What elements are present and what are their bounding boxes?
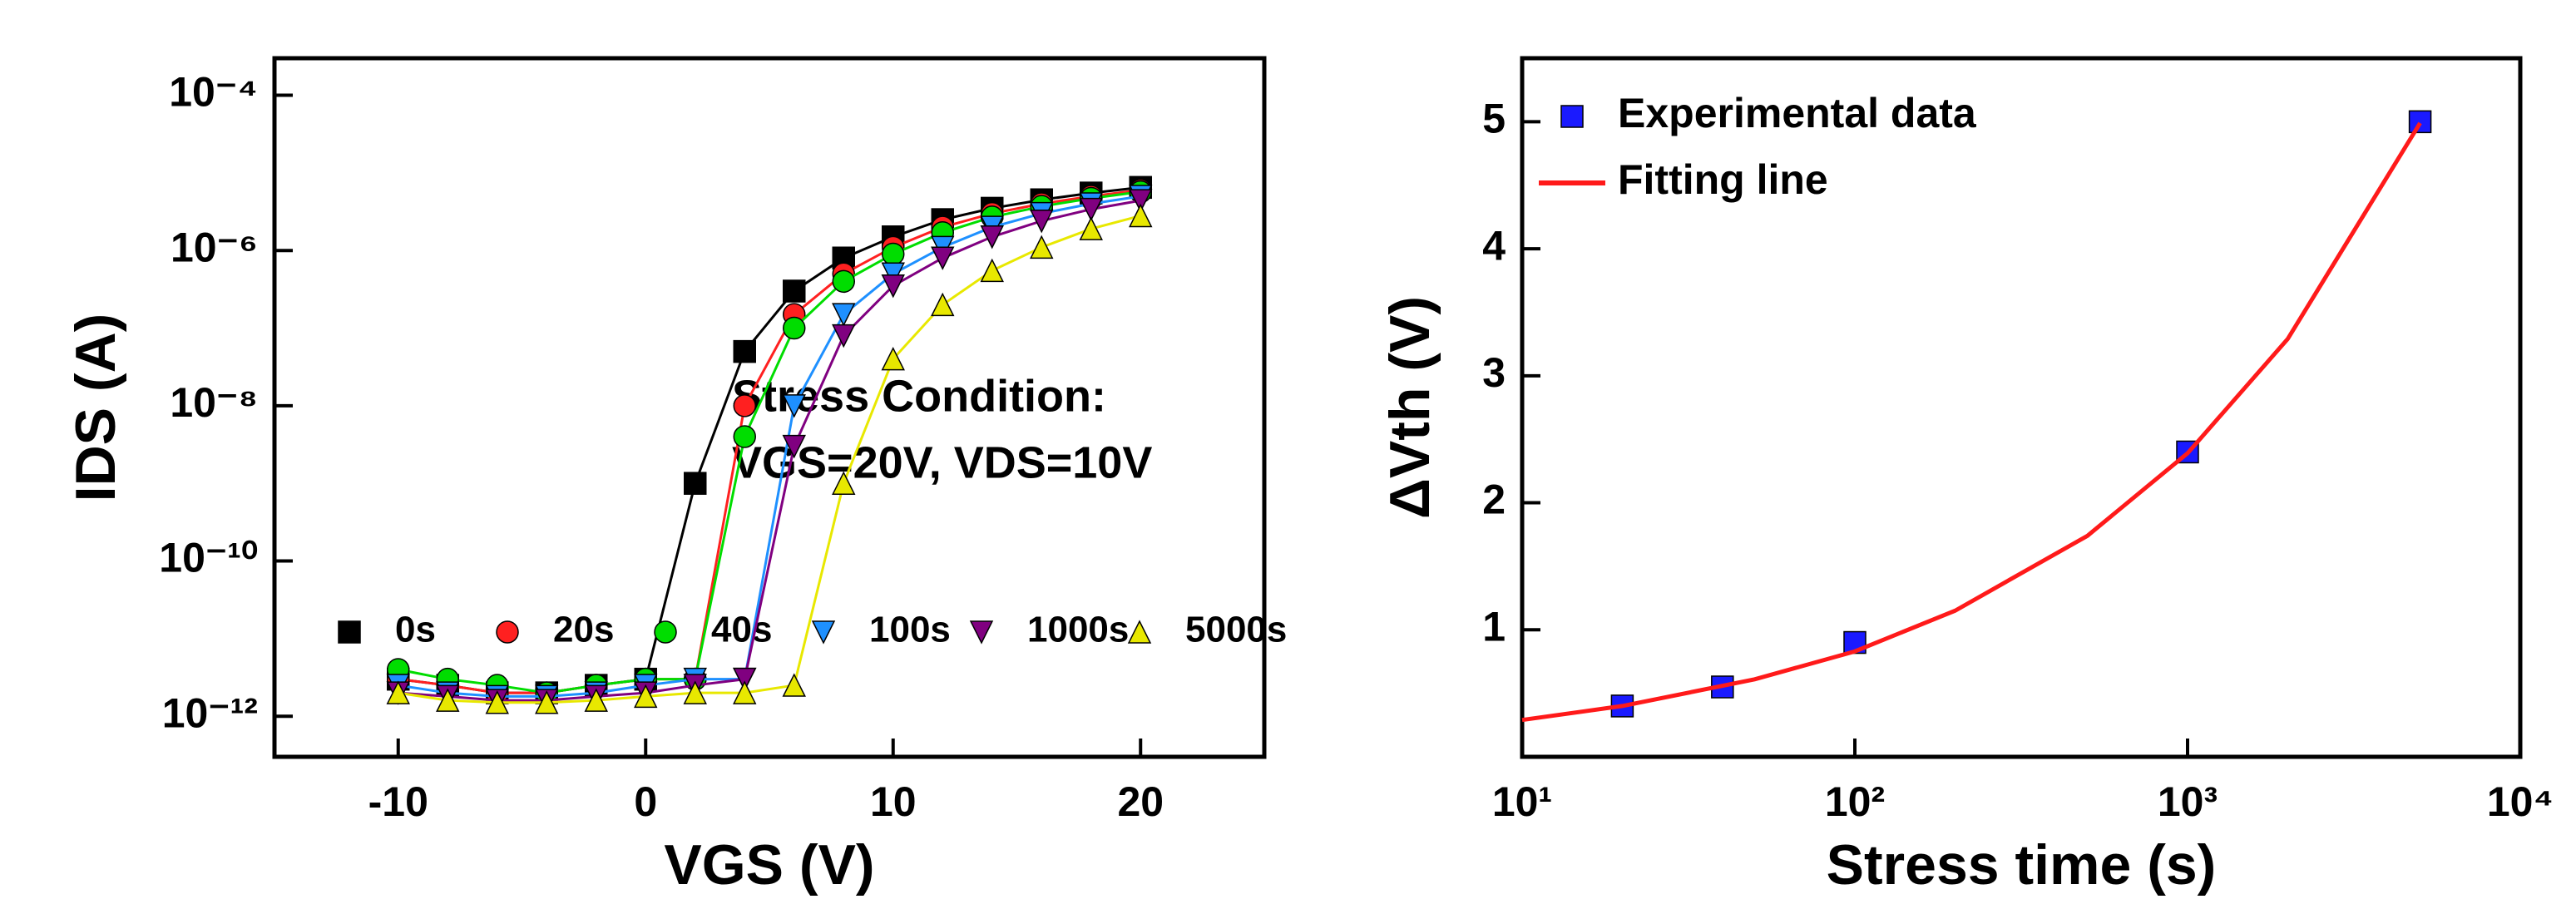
legend-label: 5000s [1185, 610, 1287, 650]
series-line [398, 190, 1141, 694]
point [1030, 209, 1054, 234]
x-tick-label: 10¹ [1492, 778, 1552, 825]
point [733, 394, 756, 417]
point [881, 346, 905, 371]
x-tick-label: 10² [1825, 778, 1885, 825]
point [733, 339, 756, 363]
x-tick-label: 10³ [2158, 778, 2218, 825]
series-line [398, 215, 1141, 704]
point [931, 292, 955, 317]
x-tick-label: 10⁴ [2487, 778, 2554, 825]
legend-label: 20s [553, 610, 614, 650]
point [1560, 105, 1584, 128]
y-tick-label: 4 [1482, 222, 1506, 269]
point [980, 258, 1004, 283]
point [931, 246, 955, 270]
y-tick-label: 5 [1482, 96, 1506, 142]
legend-label: Experimental data [1618, 90, 1977, 136]
legend-label: 0s [395, 610, 436, 650]
point [832, 303, 856, 327]
legend-label: Fitting line [1618, 156, 1828, 203]
series-line [398, 199, 1141, 702]
point [881, 262, 905, 286]
point [535, 690, 559, 714]
series-line [398, 195, 1141, 698]
x-tick-label: 10 [870, 778, 917, 825]
legend-label: 100s [869, 610, 951, 650]
x-axis-title: Stress time (s) [1827, 833, 2217, 897]
x-tick-label: -10 [368, 778, 428, 825]
x-tick-label: 20 [1117, 778, 1164, 825]
point [338, 620, 361, 644]
point [881, 274, 905, 299]
y-tick-label: 10⁻⁸ [170, 379, 258, 426]
point [969, 620, 994, 645]
point [782, 434, 806, 459]
y-tick-label: 2 [1482, 477, 1506, 523]
y-tick-label: 10⁻⁴ [169, 69, 258, 116]
series-line [1521, 121, 2422, 723]
y-tick-label: 3 [1482, 349, 1506, 396]
point [496, 620, 519, 644]
point [733, 425, 756, 448]
point [1127, 620, 1152, 644]
x-axis-title: VGS (V) [664, 833, 874, 897]
point [980, 225, 1004, 249]
point [832, 324, 856, 348]
point [634, 684, 658, 709]
point [1129, 189, 1153, 213]
y-tick-label: 1 [1482, 603, 1506, 650]
point [584, 688, 608, 712]
y-tick-label: 10⁻¹⁰ [159, 535, 258, 581]
point [436, 688, 460, 712]
point [654, 620, 677, 644]
y-axis-title: IDS (A) [64, 314, 127, 502]
point [882, 242, 905, 266]
point [832, 269, 855, 294]
point [485, 690, 509, 714]
point [1079, 216, 1103, 240]
legend-label: 1000s [1027, 610, 1129, 650]
point [811, 620, 836, 645]
plot-frame [1520, 56, 2523, 759]
point [1079, 197, 1103, 222]
point [782, 673, 806, 697]
point [733, 667, 757, 692]
point [386, 680, 410, 704]
point [832, 471, 856, 495]
point [1129, 203, 1153, 228]
point [733, 680, 757, 704]
point [782, 394, 806, 418]
point [1030, 235, 1054, 259]
plot-frame [272, 56, 1267, 759]
point [783, 279, 806, 303]
point [783, 316, 806, 340]
y-tick-label: 10⁻⁶ [171, 224, 258, 270]
legend-label: 40s [711, 610, 772, 650]
annotation: VGS=20V, VDS=10V [732, 437, 1152, 487]
y-tick-label: 10⁻¹² [162, 689, 258, 736]
y-axis-title: ΔVth (V) [1378, 296, 1441, 519]
point [684, 472, 707, 495]
point [2408, 110, 2432, 134]
point [683, 680, 707, 704]
series-line [398, 189, 1141, 694]
x-tick-label: 0 [634, 778, 657, 825]
